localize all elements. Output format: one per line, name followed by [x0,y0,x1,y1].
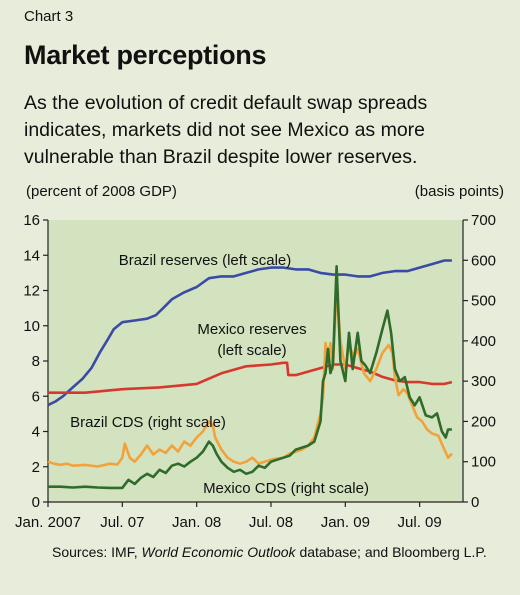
label-mexico-reserves-scale: (left scale) [217,342,286,359]
left-axis-unit: (percent of 2008 GDP) [26,183,177,200]
brazil-reserves-line [47,259,452,407]
x-tick-label: Jul. 08 [249,514,293,531]
right-tick-label: 500 [471,293,496,310]
mexico-cds-line [48,265,452,490]
source-suffix: database; and Bloomberg L.P. [299,544,487,560]
left-tick-label: 4 [32,424,40,441]
left-tick-label: 10 [23,318,40,335]
chart-subtitle: As the evolution of credit default swap … [24,92,428,168]
left-tick-label: 6 [32,388,40,405]
chart-number: Chart 3 [24,8,74,25]
label-brazil-cds: Brazil CDS (right scale) [70,414,226,431]
source-note: Sources: IMF, World Economic Outlook dat… [52,544,512,561]
right-axis-unit: (basis points) [414,183,504,200]
right-tick-label: 600 [471,252,496,269]
right-tick-label: 200 [471,413,496,430]
left-tick-label: 16 [23,212,40,229]
chart-title: Market perceptions [24,40,267,70]
x-tick-label: Jul. 07 [100,514,144,531]
x-tick-label: Jan. 09 [321,514,370,531]
right-tick-label: 400 [471,333,496,350]
left-tick-label: 2 [32,459,40,476]
right-tick-label: 700 [471,212,496,229]
x-tick-label: Jan. 2007 [15,514,81,531]
right-tick-label: 300 [471,373,496,390]
left-tick-label: 0 [32,494,40,511]
x-tick-label: Jul. 09 [398,514,442,531]
source-italic: World Economic Outlook [141,544,296,560]
source-prefix: Sources: IMF, [52,544,138,560]
left-tick-label: 14 [23,247,40,264]
right-tick-label: 100 [471,454,496,471]
right-tick-label: 0 [471,494,479,511]
x-tick-label: Jan. 08 [172,514,221,531]
label-mexico-cds: Mexico CDS (right scale) [203,480,369,497]
left-tick-label: 12 [23,283,40,300]
left-tick-label: 8 [32,353,40,370]
label-mexico-reserves: Mexico reserves [197,321,306,338]
label-brazil-reserves: Brazil reserves (left scale) [119,252,292,269]
